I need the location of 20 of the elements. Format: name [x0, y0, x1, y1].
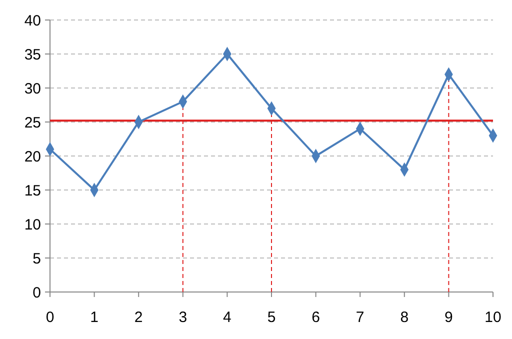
x-tick-label: 5: [267, 309, 276, 326]
y-tick-label: 15: [24, 182, 41, 200]
x-tick-label: 8: [400, 309, 409, 326]
x-tick-label: 6: [312, 309, 320, 326]
x-tick-label: 0: [46, 309, 54, 326]
x-tick-label: 3: [178, 309, 188, 326]
y-tick-label: 10: [24, 216, 41, 234]
x-tick-label: 4: [223, 309, 232, 326]
x-tick-label: 7: [356, 309, 364, 326]
x-tick-label: 2: [134, 309, 143, 326]
y-tick-label: 20: [24, 148, 41, 166]
y-tick-label: 0: [32, 284, 41, 302]
y-tick-label: 25: [24, 114, 41, 132]
x-tick-label: 9: [444, 309, 453, 326]
y-tick-label: 35: [24, 46, 41, 64]
y-tick-label: 30: [24, 80, 41, 98]
x-tick-label: 1: [90, 309, 98, 326]
y-tick-label: 40: [24, 12, 41, 30]
x-tick-label: 10: [484, 309, 502, 326]
y-tick-label: 5: [32, 250, 41, 268]
